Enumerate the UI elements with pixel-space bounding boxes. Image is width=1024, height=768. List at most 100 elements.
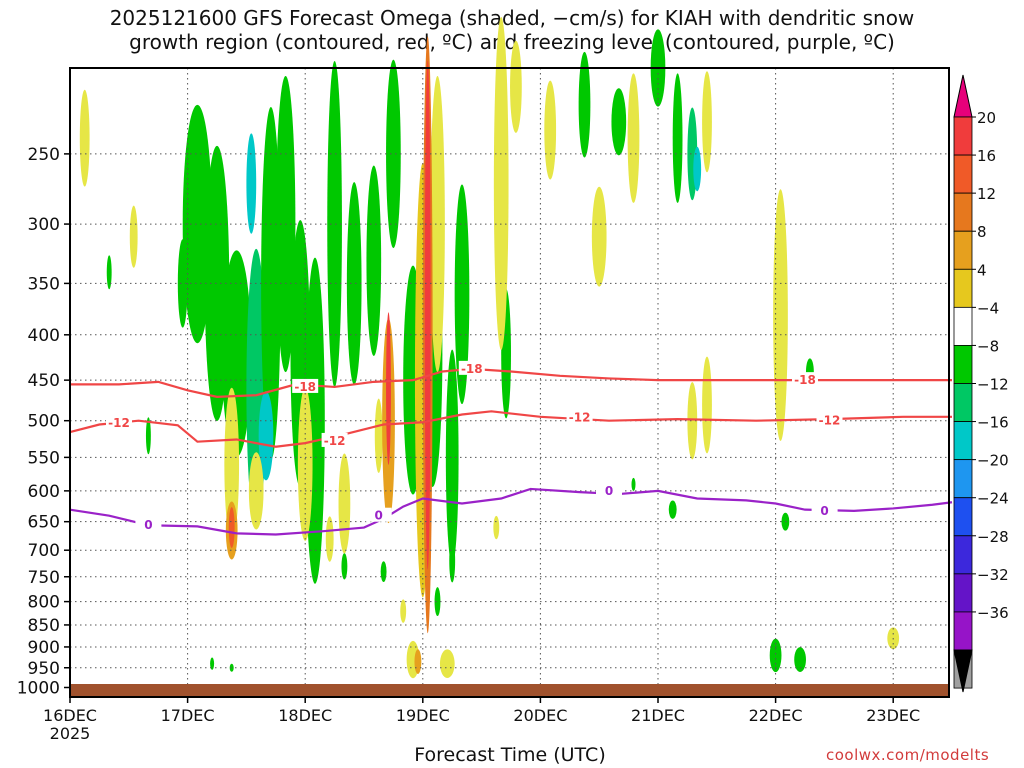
colorbar-label: 20 bbox=[977, 109, 996, 127]
y-tick-label: 350 bbox=[28, 274, 60, 294]
omega-blob-45 bbox=[627, 73, 640, 203]
x-tick-label: 16DEC bbox=[43, 706, 97, 725]
contour-label-bg bbox=[566, 409, 593, 424]
y-tick-label: 950 bbox=[28, 659, 60, 679]
chart-title: 2025121600 GFS Forecast Omega (shaded, −… bbox=[0, 6, 1024, 54]
contour-0 bbox=[69, 487, 953, 536]
credit-link[interactable]: coolwx.com/modelts bbox=[826, 746, 990, 764]
contour-label--18: -18 bbox=[794, 373, 816, 387]
contour-label-0: 0 bbox=[144, 518, 152, 532]
omega-blob-61 bbox=[493, 515, 500, 540]
omega-blob-52 bbox=[439, 649, 455, 679]
y-tick-label: 500 bbox=[28, 412, 60, 432]
contour-label-0: 0 bbox=[375, 509, 383, 523]
plot-frame bbox=[69, 67, 950, 698]
y-tick-label: 250 bbox=[28, 145, 60, 165]
x-tick-label: 23DEC bbox=[866, 706, 920, 725]
y-tick-label: 550 bbox=[28, 448, 60, 468]
contour-label--18: -18 bbox=[461, 362, 483, 376]
omega-blob-17 bbox=[578, 51, 591, 158]
omega-shading bbox=[79, 17, 900, 679]
omega-blob-67 bbox=[386, 312, 391, 465]
y-tick-label: 450 bbox=[28, 371, 60, 391]
omega-blob-57 bbox=[374, 398, 383, 473]
colorbar-label: −36 bbox=[977, 604, 1009, 622]
colorbar-swatch-6 bbox=[953, 345, 973, 384]
contour-label-bg bbox=[811, 502, 838, 517]
colorbar-label: −20 bbox=[977, 452, 1009, 470]
x-tick-label: 20DEC bbox=[513, 706, 567, 725]
omega-blob-56 bbox=[224, 387, 240, 541]
y-tick-label: 300 bbox=[28, 215, 60, 235]
omega-blob-69 bbox=[228, 507, 235, 548]
colorbar-swatch-4 bbox=[953, 268, 973, 308]
contour-label--12: -12 bbox=[819, 414, 841, 428]
omega-blob-31 bbox=[177, 239, 188, 328]
omega-blob-22 bbox=[668, 500, 677, 519]
x-tick-label: 22DEC bbox=[749, 706, 803, 725]
colorbar-swatch-9 bbox=[953, 459, 973, 499]
y-tick-label: 400 bbox=[28, 326, 60, 346]
contour-label-bg bbox=[292, 378, 319, 393]
omega-blob-39 bbox=[229, 663, 234, 672]
omega-blob-24 bbox=[794, 647, 806, 672]
contour-label-bg bbox=[365, 507, 392, 522]
omega-blob-43 bbox=[544, 80, 557, 180]
chart-title-line2: growth region (contoured, red, ºC) and f… bbox=[129, 30, 895, 54]
y-tick-label: 700 bbox=[28, 541, 60, 561]
omega-blob-46 bbox=[702, 71, 712, 173]
contour-label-bg bbox=[816, 412, 843, 427]
colorbar-swatch-11 bbox=[953, 535, 973, 575]
contour-label-bg bbox=[792, 372, 818, 387]
omega-blob-48 bbox=[702, 356, 712, 454]
contour-lines: -18 -18 -18 -12 -12 -12 -12 0 0 0 0 bbox=[69, 360, 953, 536]
x-tick-label: 21DEC bbox=[631, 706, 685, 725]
colorbar-swatch-0 bbox=[953, 116, 973, 156]
omega-blob-66 bbox=[424, 60, 431, 570]
omega-blob-30 bbox=[693, 146, 702, 192]
omega-blob-70 bbox=[414, 649, 422, 674]
y-tick-label: 750 bbox=[28, 568, 60, 588]
contour-label--12: -12 bbox=[108, 416, 130, 430]
omega-blob-18 bbox=[611, 88, 627, 156]
omega-blob-33 bbox=[145, 417, 151, 455]
omega-blob-59 bbox=[129, 205, 138, 268]
colorbar-swatch-10 bbox=[953, 497, 973, 537]
x-tick-sublabel: 2025 bbox=[50, 724, 91, 743]
contour-label-bg bbox=[106, 414, 132, 429]
colorbar-swatch-5 bbox=[953, 306, 973, 346]
colorbar-label: −28 bbox=[977, 528, 1009, 546]
colorbar: 20 16 12 8 4 −4 −8 −12 −16 −20 −24 −28 −32 −36 bbox=[953, 74, 1009, 693]
x-tick-label: 18DEC bbox=[278, 706, 332, 725]
colorbar-swatch-1 bbox=[953, 154, 973, 194]
y-tick-label: 900 bbox=[28, 638, 60, 658]
y-tick-label: 1000 bbox=[17, 678, 60, 698]
colorbar-swatch-3 bbox=[953, 230, 973, 270]
x-axis-title: Forecast Time (UTC) bbox=[414, 744, 606, 766]
x-tick-label: 17DEC bbox=[161, 706, 215, 725]
y-axis-ticks: 2503003504004505005506006507007508008509… bbox=[17, 145, 70, 698]
colorbar-swatch-8 bbox=[953, 421, 973, 461]
colorbar-label: −16 bbox=[977, 414, 1009, 432]
omega-blob-36 bbox=[380, 561, 387, 583]
omega-blob-62 bbox=[325, 516, 334, 562]
contour-label--12: -12 bbox=[569, 411, 591, 425]
contour-label--18: -18 bbox=[294, 380, 316, 394]
contour-label-bg bbox=[458, 360, 485, 375]
omega-blob-37 bbox=[341, 553, 348, 580]
omega-blob-49 bbox=[687, 382, 698, 460]
contour--18 bbox=[70, 367, 952, 398]
colorbar-label: −24 bbox=[977, 490, 1009, 508]
contour-label--12: -12 bbox=[324, 434, 346, 448]
omega-blob-32 bbox=[106, 255, 112, 290]
ground-terrain bbox=[70, 684, 949, 697]
omega-blob-38 bbox=[210, 657, 215, 670]
omega-blob-14 bbox=[445, 349, 459, 566]
colorbar-label: 4 bbox=[977, 261, 987, 279]
contour-label-bg bbox=[321, 432, 348, 447]
omega-blob-20 bbox=[672, 73, 683, 203]
y-tick-label: 600 bbox=[28, 482, 60, 502]
omega-blob-47 bbox=[773, 189, 788, 441]
